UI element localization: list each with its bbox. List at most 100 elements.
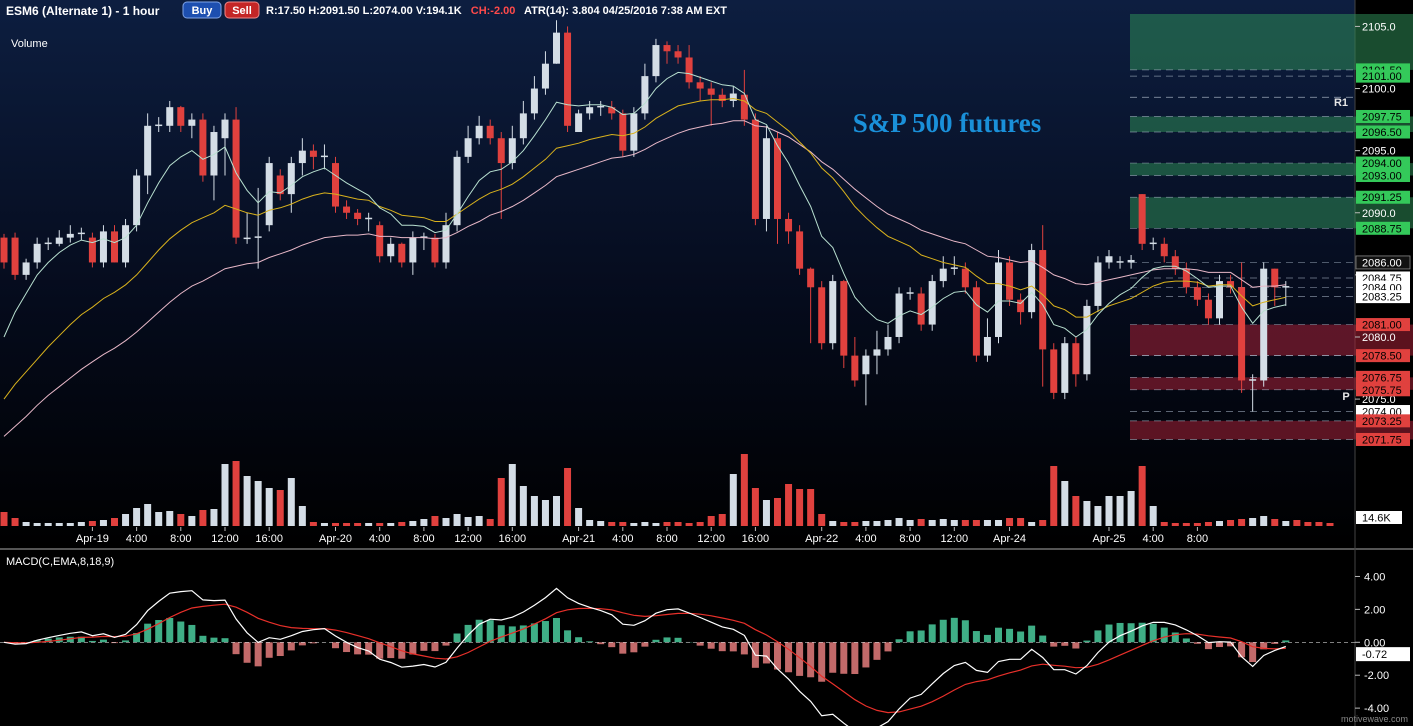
candle-body — [1193, 287, 1201, 300]
candle-body — [188, 119, 196, 126]
macd-histogram-bar — [564, 630, 572, 643]
candle-body — [873, 349, 881, 356]
candle-body — [564, 32, 572, 126]
candle-body — [774, 138, 781, 219]
macd-histogram-bar — [475, 619, 483, 643]
volume-bar — [950, 520, 958, 526]
sell-button-shape[interactable] — [224, 1, 260, 19]
candle-body — [972, 287, 980, 356]
candle-body — [597, 105, 605, 108]
volume-bar — [1050, 466, 1058, 526]
volume-bar — [1271, 519, 1279, 526]
candle-body — [895, 293, 903, 337]
price-tick-label: 2075.0 — [1362, 394, 1396, 406]
macd-histogram-bar — [972, 631, 980, 643]
time-tick-label: 8:00 — [656, 533, 677, 545]
macd-histogram-bar — [774, 642, 781, 670]
volume-bar — [818, 514, 826, 526]
macd-histogram-bar — [1050, 642, 1058, 647]
volume-bar — [906, 520, 914, 526]
candle-body — [586, 107, 594, 114]
macd-histogram-bar — [243, 642, 251, 663]
macd-histogram-bar — [530, 623, 538, 643]
macd-label: MACD(C,EMA,8,18,9) — [6, 556, 114, 568]
time-tick-label: Apr-25 — [1092, 533, 1125, 545]
macd-histogram-bar — [961, 620, 969, 643]
volume-bar — [354, 523, 362, 526]
macd-histogram-bar — [387, 642, 395, 659]
volume-bar — [376, 523, 384, 526]
candle-body — [807, 268, 815, 288]
volume-bar — [1260, 516, 1268, 526]
volume-bar — [928, 520, 936, 526]
candle-body — [332, 163, 339, 207]
price-tag-label: 2083.25 — [1362, 292, 1402, 304]
macd-histogram-bar — [950, 617, 958, 643]
candle-body — [44, 242, 52, 245]
ohlc-stats: R:17.50 H:2091.50 L:2074.00 V:194.1K — [266, 5, 462, 17]
volume-bar — [1216, 521, 1223, 526]
candle-body — [508, 138, 516, 164]
volume-bar — [995, 520, 1002, 526]
macd-histogram-bar — [740, 642, 748, 655]
price-axis[interactable]: 2075.02080.02085.02090.02095.02100.02105… — [1355, 21, 1396, 406]
candle-body — [906, 292, 914, 294]
volume-bar — [276, 490, 284, 526]
time-tick-label: 16:00 — [255, 533, 283, 545]
candle-body — [133, 175, 141, 226]
sell-button[interactable]: Sell — [224, 1, 260, 19]
volume-bar — [0, 512, 8, 526]
candle-body — [497, 138, 505, 164]
time-axis[interactable]: Apr-19 4:00 8:00 12:00 16:00 Apr-20 4:00 8:00 12… — [76, 527, 1208, 545]
macd-histogram-bar — [519, 625, 527, 643]
macd-histogram-bar — [265, 642, 273, 658]
price-tag — [1356, 432, 1410, 446]
time-tick-label: 16:00 — [499, 533, 527, 545]
price-tag — [1356, 156, 1410, 170]
macd-histogram-bar — [840, 642, 848, 674]
candle-body — [1227, 281, 1235, 288]
macd-axis[interactable]: -4.00 -2.00 0.00 2.00 4.00 -0.72 — [1355, 571, 1410, 715]
macd-histogram-bar — [696, 642, 704, 646]
buy-button-shape[interactable] — [182, 1, 222, 19]
macd-histogram-bar — [1039, 635, 1047, 643]
candle-body — [685, 57, 693, 83]
candle-body — [1083, 305, 1091, 375]
volume-bar — [464, 517, 472, 526]
macd-histogram-bar — [199, 635, 207, 643]
volume-bar — [1094, 506, 1102, 526]
time-tick-label: 12:00 — [697, 533, 725, 545]
macd-histogram-bar — [939, 619, 947, 643]
volume-bar — [696, 522, 704, 526]
buy-button-label[interactable]: Buy — [192, 5, 214, 17]
volume-bar — [1293, 520, 1301, 526]
price-tag — [1355, 255, 1411, 270]
candle-body — [0, 237, 8, 263]
time-tick-label: 8:00 — [170, 533, 191, 545]
price-tick-label: 2105.0 — [1362, 21, 1396, 33]
volume-bar — [1072, 496, 1080, 526]
candle-body — [1238, 287, 1246, 381]
macd-histogram-bar — [77, 636, 85, 643]
macd-histogram-bar — [1160, 627, 1168, 643]
macd-histogram-bar — [586, 641, 594, 643]
price-axis-background — [1355, 0, 1413, 726]
macd-histogram-bar — [133, 633, 141, 643]
volume-bar — [983, 520, 991, 526]
macd-histogram-bar — [1227, 642, 1235, 647]
volume-bar — [22, 522, 30, 526]
sell-button-label[interactable]: Sell — [232, 5, 252, 17]
candle-body — [530, 88, 538, 114]
volume-bar — [475, 516, 483, 526]
candle-body — [1182, 268, 1190, 288]
volume-bar — [785, 484, 793, 526]
candle-body — [11, 237, 19, 275]
macd-histogram-bar — [298, 642, 306, 646]
volume-bar — [939, 519, 947, 526]
buy-button[interactable]: Buy — [182, 1, 222, 19]
price-level-labels: 2101.502101.002097.752096.502094.002093.… — [1355, 63, 1411, 525]
volume-bar — [807, 489, 815, 526]
candle-body — [1017, 299, 1025, 313]
candle-body — [1282, 286, 1290, 288]
